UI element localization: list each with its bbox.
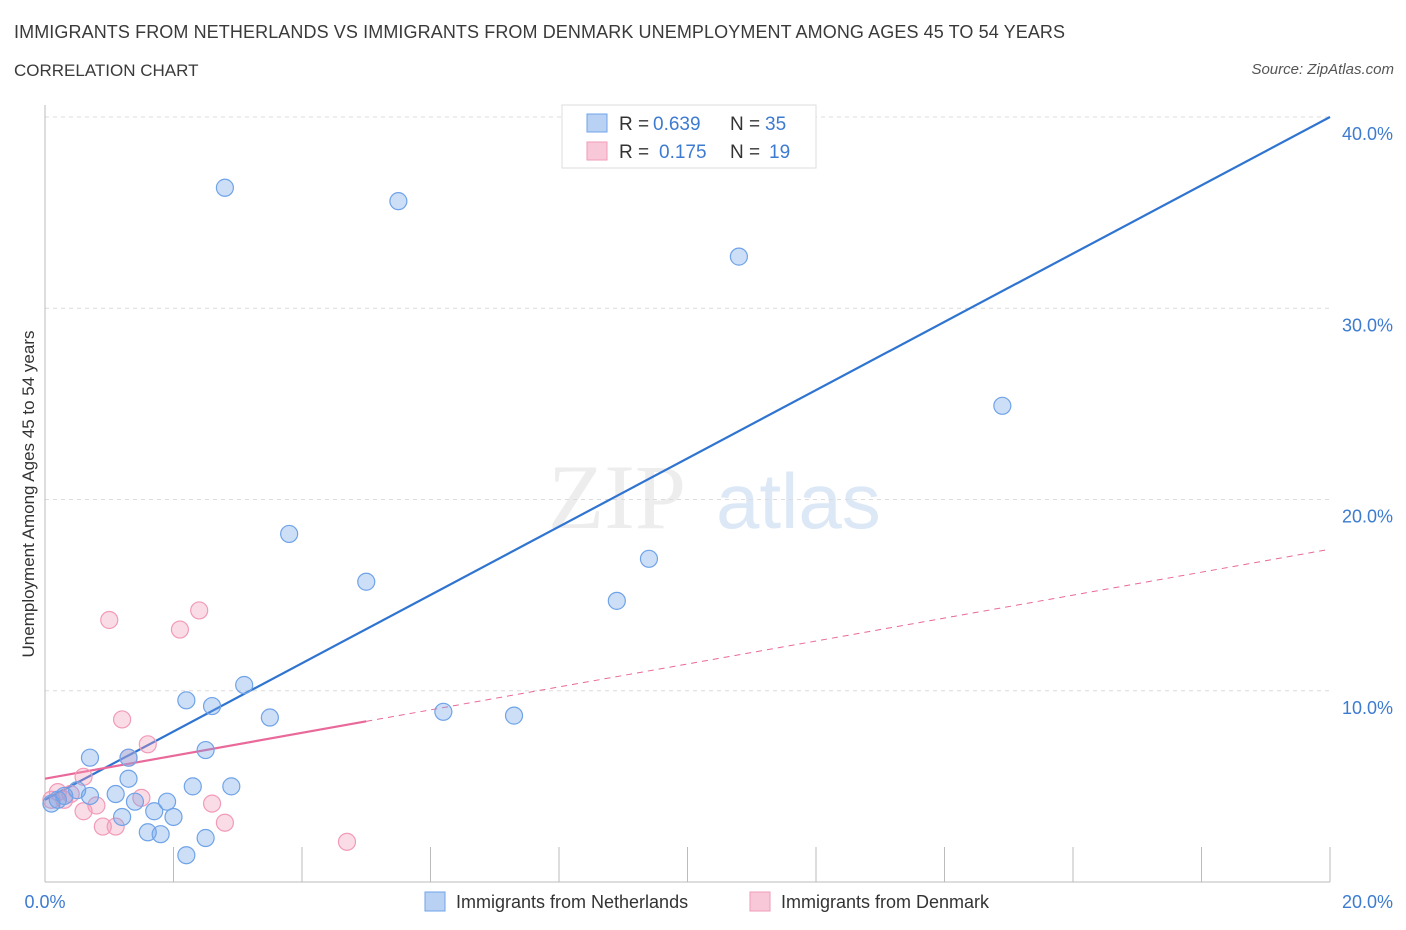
point-netherlands <box>119 769 138 788</box>
point-netherlands <box>607 591 626 610</box>
point-netherlands <box>260 708 279 727</box>
point-netherlands <box>434 702 453 721</box>
y-axis-label: Unemployment Among Ages 45 to 54 years <box>19 331 38 658</box>
chart-subtitle: CORRELATION CHART <box>14 61 199 80</box>
legend-r-label-2: R = <box>619 142 649 163</box>
point-netherlands <box>164 807 183 827</box>
trend-line-netherlands <box>44 116 1331 801</box>
point-denmark <box>215 813 234 832</box>
point-denmark <box>93 817 112 836</box>
y-tick-label: 10.0% <box>1342 698 1393 718</box>
point-netherlands <box>80 786 100 806</box>
trend-line-denmark-dashed <box>366 548 1331 722</box>
point-netherlands <box>112 807 132 827</box>
point-denmark <box>87 796 106 815</box>
point-netherlands <box>196 740 215 760</box>
legend-n-label-1: N = <box>730 114 760 135</box>
legend-swatch-denmark <box>586 141 608 161</box>
point-netherlands <box>235 675 254 695</box>
point-netherlands <box>177 846 196 865</box>
chart-title: IMMIGRANTS FROM NETHERLANDS VS IMMIGRANT… <box>14 22 1066 42</box>
point-netherlands <box>183 777 202 796</box>
point-denmark <box>112 710 132 729</box>
legend-n-value-denmark: 19 <box>769 142 790 163</box>
x-tick-labels: 0.0% 20.0% <box>24 892 1393 912</box>
point-denmark <box>337 832 357 851</box>
point-netherlands <box>119 748 138 767</box>
bottom-legend-swatch-netherlands <box>424 891 446 912</box>
point-netherlands <box>280 524 299 544</box>
point-denmark <box>190 601 209 620</box>
point-netherlands <box>389 192 408 211</box>
legend-r-value-netherlands: 0.639 <box>653 114 701 135</box>
watermark-atlas: atlas <box>716 457 881 545</box>
point-netherlands <box>151 825 170 844</box>
point-netherlands <box>202 696 222 716</box>
point-denmark <box>170 620 190 639</box>
point-netherlands <box>80 748 100 767</box>
point-netherlands <box>125 792 145 811</box>
legend-r-value-denmark: 0.175 <box>659 142 707 163</box>
legend-r-label-1: R = <box>619 114 649 135</box>
point-denmark <box>202 794 222 813</box>
series-denmark <box>42 601 357 851</box>
watermark: ZIP atlas <box>548 446 881 548</box>
series-legend: Immigrants from Netherlands Immigrants f… <box>424 891 990 912</box>
trend-line-denmark-solid <box>44 720 367 780</box>
point-netherlands <box>196 828 215 848</box>
y-tick-label: 20.0% <box>1342 507 1393 527</box>
point-netherlands <box>177 691 196 710</box>
bottom-legend-swatch-denmark <box>749 891 771 912</box>
axes <box>44 105 1331 883</box>
legend-n-label-2: N = <box>730 142 760 163</box>
x-tick-label: 20.0% <box>1342 892 1393 912</box>
source-credit: Source: ZipAtlas.com <box>1251 61 1394 78</box>
point-netherlands <box>106 784 125 804</box>
grid <box>45 116 1330 692</box>
trend-lines <box>44 116 1331 801</box>
stats-legend: R = 0.639 N = 35 R = 0.175 N = 19 <box>561 104 817 169</box>
y-tick-labels: 10.0% 20.0% 30.0% 40.0% <box>1342 124 1393 718</box>
point-denmark <box>100 610 119 630</box>
point-netherlands <box>222 777 241 796</box>
bottom-legend-label-denmark: Immigrants from Denmark <box>781 892 990 912</box>
point-netherlands <box>639 549 659 568</box>
point-netherlands <box>215 178 234 197</box>
series-netherlands <box>42 178 1012 865</box>
legend-n-value-netherlands: 35 <box>765 114 786 135</box>
x-tick-label: 0.0% <box>24 892 65 912</box>
point-netherlands <box>357 572 376 591</box>
y-tick-label: 40.0% <box>1342 124 1393 144</box>
point-denmark <box>138 735 157 754</box>
y-tick-label: 30.0% <box>1342 315 1393 335</box>
point-netherlands <box>729 247 749 266</box>
point-denmark <box>106 817 125 836</box>
point-netherlands <box>157 792 177 811</box>
legend-swatch-netherlands <box>586 113 608 133</box>
point-netherlands <box>993 396 1012 415</box>
bottom-legend-label-netherlands: Immigrants from Netherlands <box>456 892 688 912</box>
point-netherlands <box>145 802 164 821</box>
point-netherlands <box>504 706 524 725</box>
